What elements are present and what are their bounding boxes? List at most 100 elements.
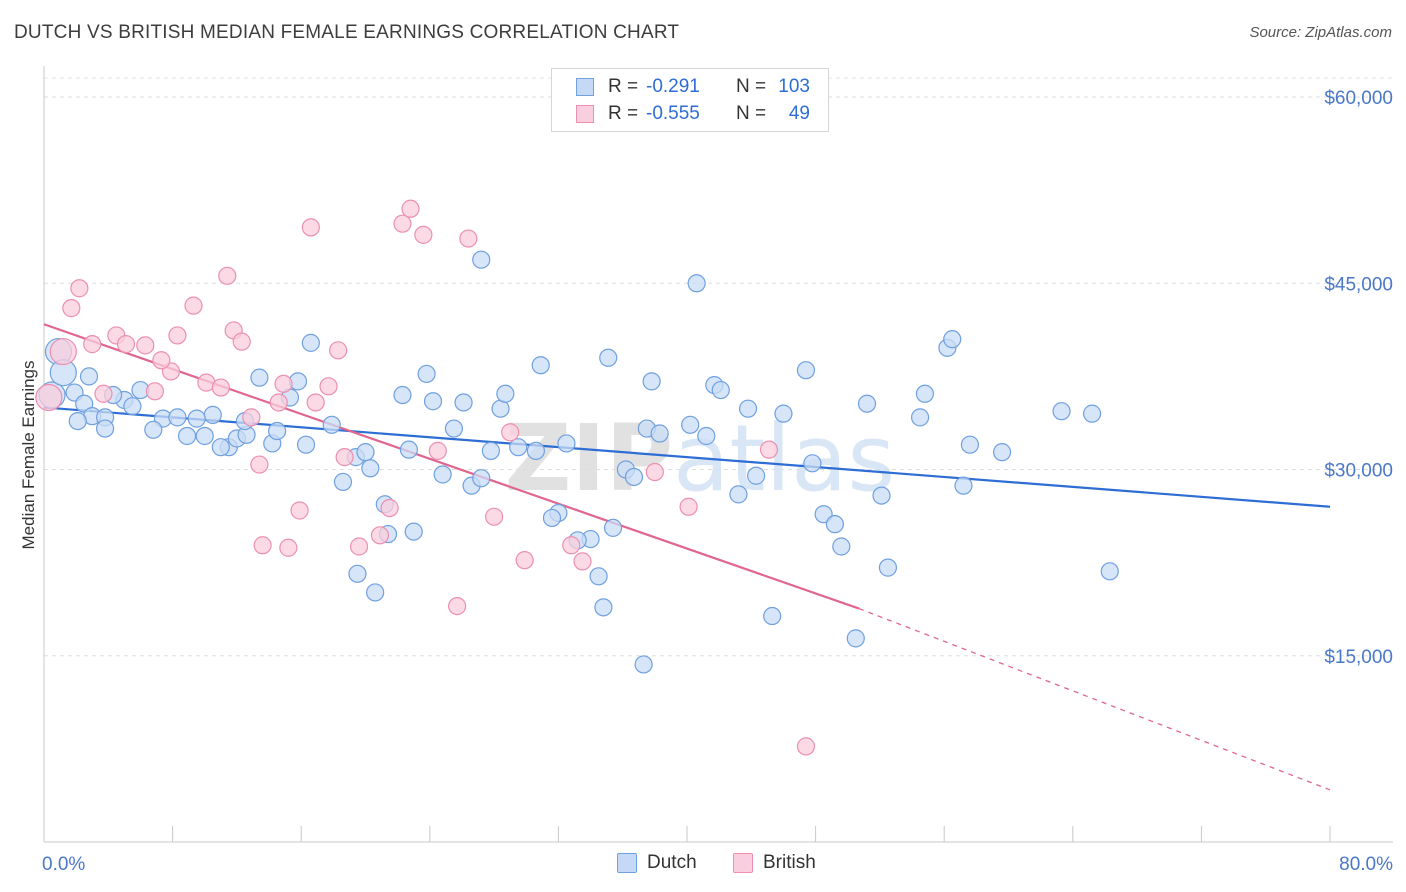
point-dutch [187, 409, 206, 428]
y-tick-label: $15,000 [1324, 647, 1393, 668]
series-swatch-dutch [617, 853, 637, 873]
point-dutch [267, 421, 287, 441]
y-tick-label: $30,000 [1324, 461, 1393, 482]
legend-r-value: -0.291 [646, 76, 700, 97]
series-legend-dutch[interactable]: Dutch [617, 852, 697, 874]
point-dutch [825, 515, 844, 534]
point-british [253, 536, 272, 555]
point-dutch [144, 420, 163, 439]
legend-n-label: N = [736, 76, 767, 97]
point-dutch [454, 393, 473, 412]
y-tick-labels: $15,000 $30,000 $45,000 $60,000 [1324, 88, 1393, 668]
point-british [250, 455, 269, 474]
point-british [94, 384, 113, 403]
point-dutch [634, 655, 653, 674]
point-dutch [301, 333, 320, 352]
series-legend: Dutch British [0, 852, 1406, 878]
point-british [218, 266, 237, 285]
point-dutch [195, 426, 214, 446]
point-dutch [557, 434, 576, 453]
point-british [573, 552, 592, 571]
point-british [380, 498, 399, 518]
axes [43, 66, 1393, 843]
point-british [306, 393, 325, 412]
point-british [49, 337, 77, 366]
legend-row-dutch: R = -0.291 N = 103 [576, 74, 810, 100]
point-dutch [333, 472, 353, 492]
point-dutch [872, 486, 891, 505]
chart-title: DUTCH VS BRITISH MEDIAN FEMALE EARNINGS … [14, 22, 680, 43]
point-dutch [738, 399, 758, 418]
point-dutch [687, 274, 706, 293]
point-dutch [496, 384, 515, 403]
point-dutch [763, 606, 782, 626]
point-british [501, 423, 520, 442]
point-dutch [943, 330, 962, 349]
point-dutch [348, 564, 367, 583]
point-dutch [1100, 562, 1119, 581]
point-dutch [624, 467, 644, 487]
point-british [184, 296, 203, 315]
legend-n-value: 103 [778, 76, 810, 97]
point-dutch [589, 567, 608, 586]
point-british [35, 383, 63, 412]
point-british [679, 497, 698, 516]
point-dutch [599, 348, 618, 367]
point-british [448, 596, 467, 616]
point-british [62, 299, 81, 318]
series-swatch-british [733, 853, 753, 873]
point-british [414, 225, 433, 244]
point-dutch [603, 518, 623, 537]
point-british [562, 536, 581, 555]
point-dutch [296, 435, 316, 454]
correlation-legend: R = -0.291 N = 103 R = -0.555 N = 49 [551, 68, 829, 132]
point-dutch [250, 368, 269, 387]
point-british [759, 440, 779, 459]
legend-n-label: N = [736, 103, 767, 124]
x-tick-label-end: 80.0% [1339, 854, 1393, 875]
point-dutch [796, 361, 816, 380]
point-british [116, 335, 136, 354]
point-british [796, 737, 816, 756]
point-british [83, 335, 102, 354]
point-british [168, 326, 187, 345]
point-dutch [472, 250, 491, 269]
point-dutch [915, 384, 935, 403]
point-dutch [472, 469, 491, 488]
point-dutch [177, 426, 197, 446]
point-british [211, 378, 230, 397]
point-british [459, 229, 478, 248]
point-british [370, 526, 390, 545]
point-british [136, 336, 155, 355]
point-british [242, 408, 261, 427]
point-dutch [531, 356, 550, 375]
point-dutch [168, 408, 187, 427]
point-dutch [594, 598, 613, 617]
point-british [301, 218, 320, 237]
point-british [515, 551, 534, 570]
point-dutch [433, 465, 452, 484]
point-dutch [404, 522, 423, 541]
point-dutch [393, 385, 412, 405]
point-dutch [356, 443, 375, 462]
legend-swatch-british [576, 105, 594, 123]
point-dutch [526, 441, 545, 460]
point-british [645, 462, 664, 482]
point-british [329, 341, 348, 360]
x-tick-label-start: 0.0% [42, 854, 85, 875]
legend-row-british: R = -0.555 N = 49 [576, 101, 810, 127]
point-british [335, 448, 354, 467]
point-dutch [803, 454, 822, 473]
point-british [485, 507, 504, 526]
source-credit: Source: ZipAtlas.com [1249, 24, 1392, 41]
point-british [428, 441, 447, 460]
point-british [274, 374, 293, 393]
point-dutch [68, 411, 87, 431]
series-legend-british[interactable]: British [733, 852, 816, 874]
point-british [290, 501, 309, 520]
point-dutch [774, 404, 793, 423]
point-british [349, 537, 369, 556]
point-dutch [366, 583, 385, 602]
point-british [145, 382, 165, 401]
point-dutch [542, 508, 562, 528]
